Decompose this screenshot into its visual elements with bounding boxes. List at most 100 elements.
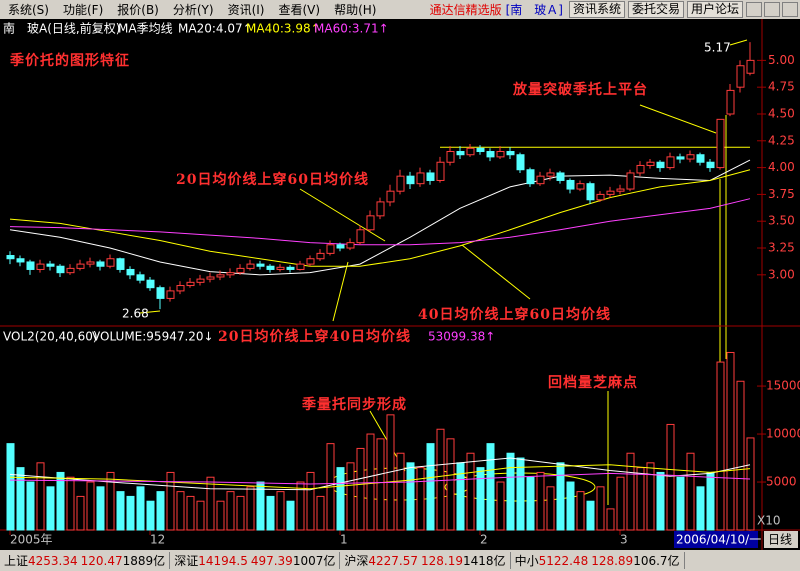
volume-bar (346, 462, 355, 531)
volume-bar (706, 471, 715, 531)
quote-name: 沪深 (344, 554, 369, 568)
menu-bar: 系统(S) 功能(F) 报价(B) 分析(Y) 资讯(I) 查看(V) 帮助(H… (0, 0, 800, 19)
volume-bar (566, 481, 575, 531)
candle-body (466, 147, 475, 156)
restore-button[interactable] (764, 2, 780, 17)
volume-bar (6, 443, 15, 531)
menu-item[interactable]: 分析(Y) (172, 3, 214, 17)
volume-bar (286, 500, 295, 531)
y-tick-label: 3.75 (768, 187, 795, 201)
period-box (764, 531, 798, 548)
period-label: 日线 (768, 533, 792, 547)
candle-body (96, 261, 105, 267)
toolbar-button[interactable]: 用户论坛 (686, 1, 743, 18)
status-bar: 上证4253.34 120.471889亿 深证14194.5 497.391007亿… (0, 550, 800, 571)
quote-amount: 1889亿 (122, 554, 166, 568)
date-highlight (674, 531, 758, 548)
volume-bar (496, 481, 505, 531)
candle-body (746, 59, 755, 74)
candle-body (216, 274, 225, 278)
volume-bar (176, 491, 185, 531)
y-tick-label: 3.25 (768, 241, 795, 255)
volume-bar (316, 495, 325, 531)
candle-body (706, 161, 715, 169)
annotation: 20日均价线上穿40日均价线 (218, 328, 411, 345)
candle-body (656, 161, 665, 169)
candle-body (196, 278, 205, 283)
legend-entry: MA60:3.71↑ (314, 22, 389, 36)
volume-bar (646, 462, 655, 531)
minimize-button[interactable] (746, 2, 762, 17)
y-tick-label: 5000 (766, 475, 797, 489)
candle-body (166, 290, 175, 299)
candle-body (76, 263, 85, 269)
volume-bar (216, 500, 225, 531)
x-tick-label: 3 (620, 533, 628, 547)
candle-body (646, 161, 655, 166)
volume-bar (446, 438, 455, 531)
x-tick-label: 2005年 (10, 533, 53, 547)
candle-body (326, 244, 335, 254)
ma-line (9, 472, 751, 485)
chart: 南 玻A(日线,前复权)MA季均线 MA20:4.07↑MA40:3.98↑MA6… (0, 19, 800, 550)
volume-bar (366, 433, 375, 531)
volume-bar (556, 462, 565, 531)
y-tick-label: 4.25 (768, 133, 795, 147)
volume-bar (716, 361, 725, 531)
close-button[interactable] (782, 2, 798, 17)
quote-value: 4227.57 (368, 554, 419, 568)
candle-body (106, 258, 115, 267)
legend-entry: MA40:3.98↑ (246, 22, 321, 36)
candle-body (486, 151, 495, 158)
candle-body (506, 151, 515, 156)
volume-bar (726, 351, 735, 531)
volume-bar (96, 486, 105, 531)
volume-bar (506, 452, 515, 531)
quote-value: 5122.48 (538, 554, 589, 568)
candle-body (366, 215, 375, 231)
candle-body (286, 266, 295, 270)
x-tick-label: 2006/04/10/一 (676, 533, 761, 547)
menu-item[interactable]: 帮助(H) (334, 3, 377, 17)
menu-item[interactable]: 报价(B) (117, 3, 159, 17)
menu-item[interactable]: 系统(S) (8, 3, 49, 17)
volume-bar (376, 438, 385, 531)
candle-body (256, 263, 265, 267)
annotation: 放量突破季托上平台 (512, 81, 648, 98)
menu-item[interactable]: 功能(F) (62, 3, 104, 17)
volume-bar (16, 467, 25, 531)
volume-bar (276, 491, 285, 531)
candle-body (276, 266, 285, 270)
volume-bar (196, 500, 205, 531)
ma-line (9, 169, 751, 267)
ma-line (9, 159, 751, 276)
volume-bar (636, 467, 645, 531)
candle-body (446, 151, 455, 163)
candle-body (686, 154, 695, 160)
volume-bar (46, 486, 55, 531)
volume-bar (516, 457, 525, 531)
legend-entry: MA20:4.07↑ (178, 22, 253, 36)
candle-body (186, 281, 195, 287)
toolbar-button[interactable]: 资讯系统 (568, 1, 625, 18)
quote-name: 深证 (174, 554, 199, 568)
quote-change: 128.89 (591, 554, 634, 568)
quote-value: 4253.34 (28, 554, 78, 568)
quote-amount: 1007亿 (292, 554, 336, 568)
volume-bar (396, 452, 405, 531)
volume-bar (526, 476, 535, 531)
candle-body (596, 193, 605, 201)
menu-item[interactable]: 查看(V) (278, 3, 321, 17)
x-tick-label: 12 (150, 533, 165, 547)
volume-bar (596, 486, 605, 531)
menu-item[interactable]: 资讯(I) (227, 3, 265, 17)
x-tick-label: 1 (340, 533, 348, 547)
volume-bar (746, 437, 755, 531)
y-tick-label: 10000 (766, 427, 800, 441)
toolbar-button[interactable]: 委托交易 (627, 1, 684, 18)
volume-bar (546, 486, 555, 531)
volume-bar (86, 481, 95, 531)
ma-line (9, 198, 751, 246)
y-tick-label: 4.00 (768, 160, 795, 174)
candle-body (86, 261, 95, 265)
